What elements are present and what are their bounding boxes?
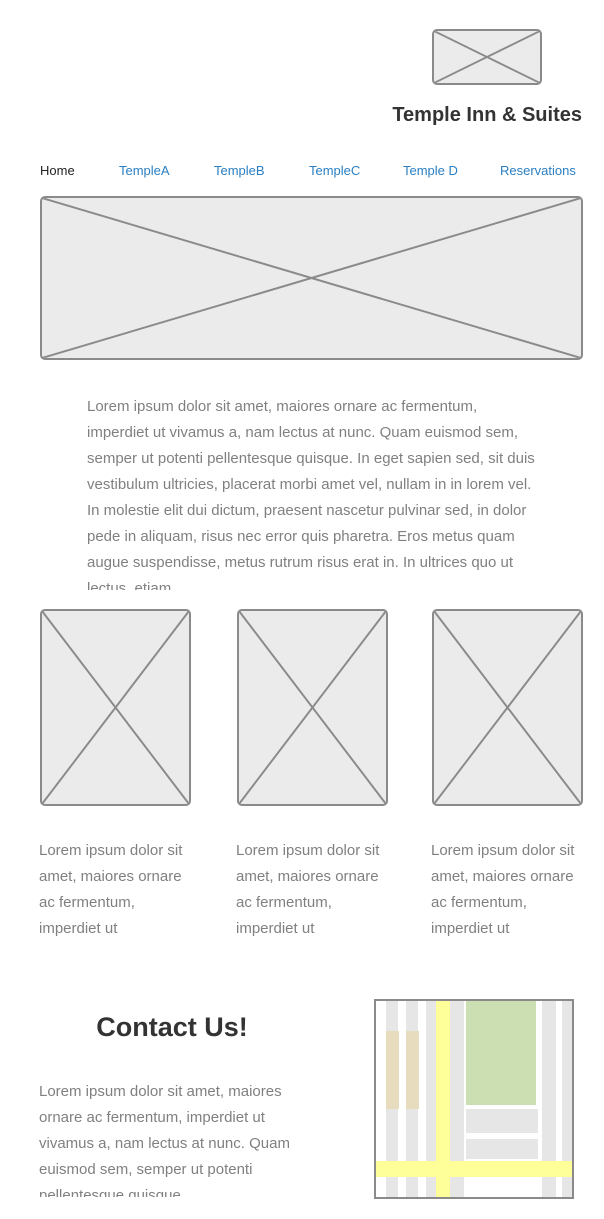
nav-item-templeb[interactable]: TempleB bbox=[214, 163, 265, 178]
feature-text: Lorem ipsum dolor sit amet, maiores orna… bbox=[236, 842, 380, 937]
image-placeholder-icon bbox=[239, 611, 386, 804]
site-title: Temple Inn & Suites bbox=[392, 104, 582, 126]
hero-image-placeholder bbox=[40, 196, 583, 360]
nav-item-templec[interactable]: TempleC bbox=[309, 163, 361, 178]
intro-text: Lorem ipsum dolor sit amet, maiores orna… bbox=[87, 398, 535, 590]
feature-image-placeholder bbox=[237, 609, 388, 806]
nav-item-templea[interactable]: TempleA bbox=[119, 163, 170, 178]
contact-text: Lorem ipsum dolor sit amet, maiores orna… bbox=[39, 1083, 290, 1197]
image-placeholder-icon bbox=[434, 31, 540, 83]
image-placeholder-icon bbox=[42, 611, 189, 804]
image-placeholder-icon bbox=[434, 611, 581, 804]
feature-text: Lorem ipsum dolor sit amet, maiores orna… bbox=[431, 842, 575, 937]
feature-image-placeholder bbox=[432, 609, 583, 806]
nav-item-home[interactable]: Home bbox=[40, 163, 75, 178]
image-placeholder-icon bbox=[42, 198, 581, 358]
contact-heading: Contact Us! bbox=[96, 1012, 248, 1042]
feature-text: Lorem ipsum dolor sit amet, maiores orna… bbox=[39, 842, 183, 937]
logo-image-placeholder bbox=[432, 29, 542, 85]
map-placeholder[interactable] bbox=[374, 999, 574, 1199]
nav-item-reservations[interactable]: Reservations bbox=[500, 163, 576, 178]
nav-item-temple-d[interactable]: Temple D bbox=[403, 163, 458, 178]
feature-image-placeholder bbox=[40, 609, 191, 806]
